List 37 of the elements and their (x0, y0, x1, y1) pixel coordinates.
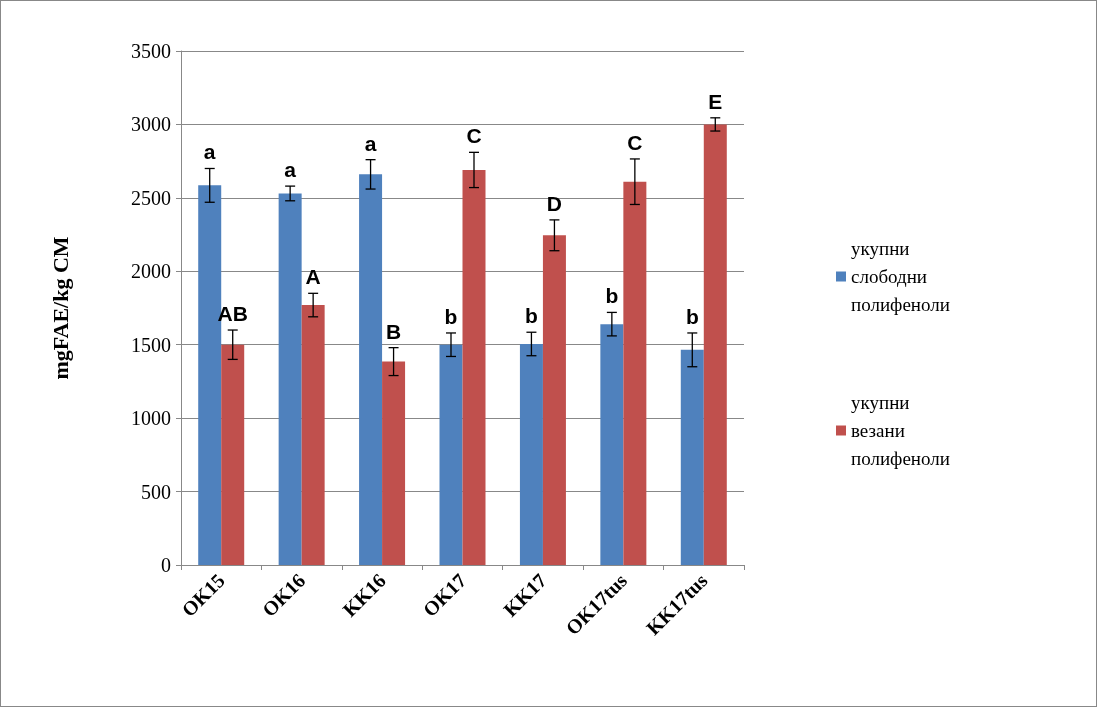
bar (359, 174, 383, 565)
y-tick-label: 0 (161, 554, 171, 576)
bar (542, 235, 566, 565)
annotation: b (444, 304, 458, 328)
annotation: a (284, 158, 297, 182)
annotation: b (605, 284, 619, 308)
y-tick-label: 3000 (131, 113, 171, 136)
bar (278, 193, 302, 565)
legend-label: укупни слободни полифеноли (851, 238, 950, 315)
y-tick-label: 1500 (131, 333, 171, 356)
bar (382, 361, 406, 565)
bar (301, 305, 325, 565)
y-tick-label: 1000 (131, 407, 171, 430)
y-tick-label: 500 (141, 480, 171, 503)
bar (600, 324, 624, 565)
bar (519, 343, 543, 565)
bar (680, 349, 704, 565)
y-axis-title: mgFAE/kg CM (47, 236, 73, 380)
bar (703, 124, 727, 565)
bar (623, 181, 647, 565)
annotation: a (203, 140, 216, 164)
annotation: a (364, 131, 377, 155)
annotation: D (546, 191, 563, 215)
annotation: E (708, 89, 723, 113)
y-tick-label: 3500 (131, 40, 171, 62)
legend-label: укупни везани полифеноли (851, 392, 950, 469)
bar (439, 344, 463, 565)
annotation: A (305, 265, 321, 289)
annotation: b (525, 304, 538, 328)
annotation: C (627, 130, 643, 154)
y-tick-label: 2500 (131, 186, 171, 209)
bar (221, 344, 245, 565)
annotation: b (685, 304, 699, 328)
annotation: C (466, 124, 482, 148)
bar (462, 169, 486, 565)
annotation: B (385, 319, 402, 343)
y-tick-label: 2000 (131, 260, 171, 283)
